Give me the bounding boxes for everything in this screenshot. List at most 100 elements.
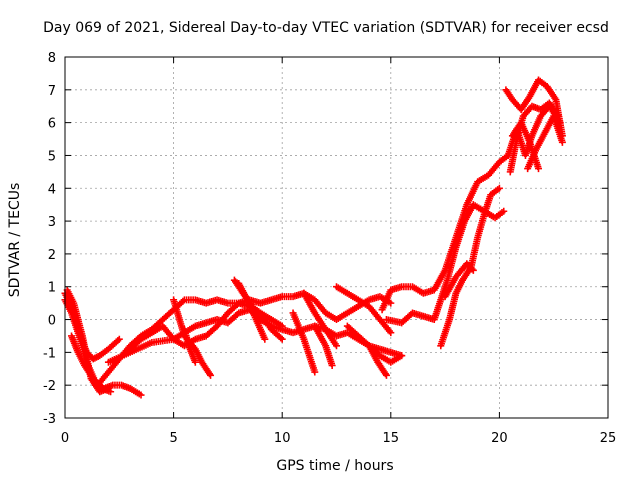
data-point xyxy=(278,293,286,301)
data-point xyxy=(378,306,386,314)
series-track-19 xyxy=(384,202,506,326)
data-point xyxy=(365,342,373,350)
data-point xyxy=(137,391,145,399)
data-point xyxy=(382,316,390,324)
data-point xyxy=(430,286,438,294)
data-point xyxy=(463,260,471,268)
data-point xyxy=(387,329,395,337)
data-point xyxy=(213,296,221,304)
data-point xyxy=(502,86,510,94)
data-point xyxy=(333,316,340,324)
data-point xyxy=(198,358,206,366)
series-track-13 xyxy=(301,291,339,348)
data-point xyxy=(541,128,549,136)
data-point xyxy=(508,96,516,104)
data-point xyxy=(252,316,260,324)
chart-title: Day 069 of 2021, Sidereal Day-to-day VTE… xyxy=(43,20,609,36)
series-track-26 xyxy=(525,114,566,171)
x-tick-label: 25 xyxy=(600,431,617,446)
y-tick-label: 0 xyxy=(48,314,56,329)
data-point xyxy=(202,319,210,327)
data-point xyxy=(524,165,532,173)
data-point xyxy=(224,319,232,327)
data-point xyxy=(96,352,104,360)
data-point xyxy=(267,316,275,324)
data-point xyxy=(545,102,553,110)
x-tick-label: 10 xyxy=(274,431,291,446)
data-point xyxy=(550,112,558,120)
data-point xyxy=(122,348,130,356)
data-points xyxy=(61,76,566,399)
data-point xyxy=(534,165,542,173)
y-tick-label: 5 xyxy=(48,149,56,164)
data-point xyxy=(376,316,384,324)
data-point xyxy=(517,119,525,127)
data-point xyxy=(78,332,86,340)
data-point xyxy=(485,171,493,179)
data-point xyxy=(443,276,451,284)
data-point xyxy=(256,309,264,317)
data-point xyxy=(126,384,134,392)
x-tick-label: 0 xyxy=(61,431,69,446)
data-point xyxy=(289,329,297,337)
data-point xyxy=(311,309,319,317)
data-point xyxy=(261,335,269,343)
data-point xyxy=(409,283,417,291)
data-point xyxy=(235,299,243,307)
data-point xyxy=(474,178,482,186)
data-point xyxy=(452,243,460,251)
data-point xyxy=(452,289,460,297)
y-tick-label: 1 xyxy=(48,281,56,296)
data-point xyxy=(500,207,508,215)
y-tick-label: -3 xyxy=(43,412,56,427)
data-point xyxy=(89,375,97,383)
data-point xyxy=(354,296,362,304)
data-point xyxy=(343,322,351,330)
data-point xyxy=(469,266,477,274)
y-axis-label: SDTVAR / TECUs xyxy=(7,183,23,298)
data-point xyxy=(267,325,275,333)
data-point xyxy=(452,273,460,281)
axis-ticks: 0 5 10 15 20 25 -3 -2 -1 0 1 2 3 4 5 6 7 8 xyxy=(43,51,616,446)
data-point xyxy=(491,214,499,222)
data-point xyxy=(458,276,466,284)
trace-marker xyxy=(468,265,476,273)
data-point xyxy=(243,296,251,304)
data-point xyxy=(528,102,536,110)
data-point xyxy=(148,329,156,337)
data-point xyxy=(213,322,221,330)
x-axis-label: GPS time / hours xyxy=(276,458,393,474)
data-point xyxy=(191,322,199,330)
data-point xyxy=(202,299,210,307)
data-point xyxy=(109,381,117,389)
data-point xyxy=(311,322,319,330)
data-point xyxy=(387,286,395,294)
data-point xyxy=(387,299,395,307)
data-point xyxy=(94,381,102,389)
data-point xyxy=(543,83,551,91)
data-point xyxy=(104,345,112,353)
data-point xyxy=(504,151,512,159)
data-point xyxy=(461,217,469,225)
data-point xyxy=(202,332,210,340)
x-tick-label: 5 xyxy=(169,431,177,446)
data-point xyxy=(376,293,384,301)
data-point xyxy=(191,296,199,304)
data-point xyxy=(532,145,540,153)
data-point xyxy=(480,211,488,219)
data-point xyxy=(137,335,145,343)
data-point xyxy=(185,342,193,350)
data-point xyxy=(322,309,330,317)
y-tick-label: -1 xyxy=(43,346,56,361)
data-point xyxy=(311,296,319,304)
series-track-15 xyxy=(334,284,393,335)
series-track-12 xyxy=(290,311,318,374)
data-point xyxy=(81,361,89,369)
data-point xyxy=(148,339,156,347)
data-point xyxy=(517,106,525,114)
data-point xyxy=(398,319,406,327)
data-point xyxy=(267,296,275,304)
data-point xyxy=(207,371,215,379)
data-point xyxy=(98,384,106,392)
y-tick-label: 8 xyxy=(48,51,56,66)
